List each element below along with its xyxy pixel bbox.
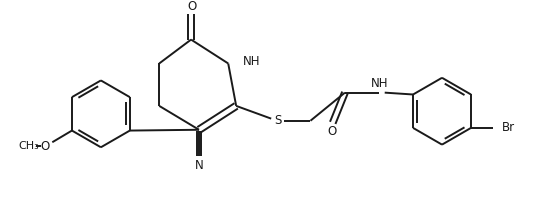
Text: O: O xyxy=(41,140,50,153)
Text: N: N xyxy=(195,159,203,172)
Text: NH: NH xyxy=(243,55,260,68)
Text: S: S xyxy=(274,114,281,127)
Text: O: O xyxy=(188,0,197,13)
Text: O: O xyxy=(327,125,336,138)
Text: CH₃: CH₃ xyxy=(18,141,39,152)
Text: NH: NH xyxy=(371,77,389,90)
Text: Br: Br xyxy=(502,121,515,135)
